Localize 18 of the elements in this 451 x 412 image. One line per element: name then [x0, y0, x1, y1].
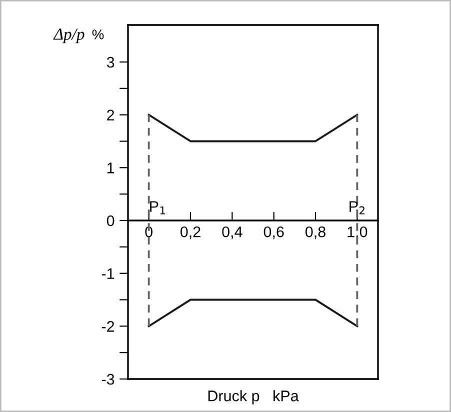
annotation: P$_{1}$ [150, 201, 165, 214]
x-tick-label: 0,8 [305, 226, 326, 240]
x-tick-label: 1,0 [348, 226, 368, 240]
y-axis-title: Δp/p [53, 28, 84, 44]
y-tick-label: 2 [107, 110, 114, 120]
x-tick-label: 0 [145, 226, 152, 238]
text: % [92, 30, 104, 40]
y-tick-label: 1 [107, 162, 114, 174]
y-tick-label: 0 [106, 215, 114, 226]
y-tick-label: 3 [106, 56, 114, 68]
x-tick-label: 0,6 [264, 226, 284, 240]
x-axis-title: Druck p kPa [208, 390, 299, 404]
y-tick-label: -2 [102, 321, 114, 332]
x-tick-label: 0,2 [180, 226, 200, 240]
x-tick-label: 0,4 [222, 226, 242, 240]
y-tick-label: -3 [102, 374, 114, 385]
annotation: P$_{2}$ [350, 201, 364, 214]
y-tick-label: -1 [102, 268, 114, 279]
